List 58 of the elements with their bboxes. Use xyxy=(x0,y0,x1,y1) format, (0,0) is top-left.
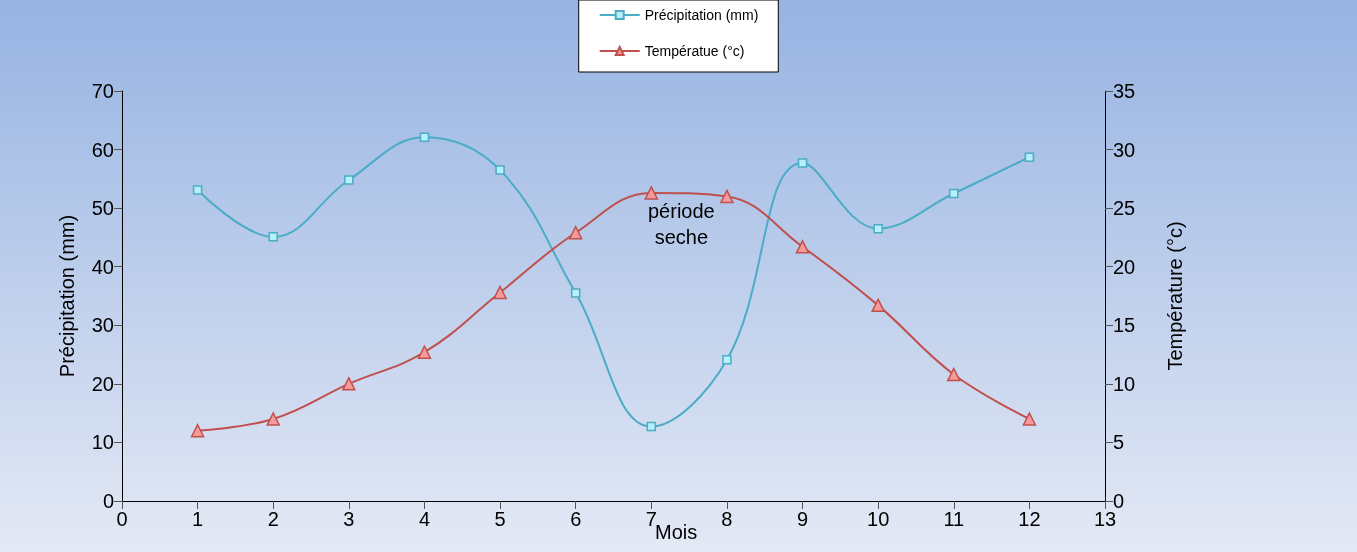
point xyxy=(644,186,659,200)
point xyxy=(1022,412,1037,426)
point xyxy=(344,175,354,185)
point xyxy=(947,367,961,382)
x-tick-label: 6 xyxy=(570,508,582,530)
point xyxy=(570,288,581,298)
point xyxy=(190,423,205,438)
x-tick-label: 3 xyxy=(343,508,355,530)
point xyxy=(268,232,278,242)
y2-axis-title: Température (°c) xyxy=(1164,221,1186,371)
y2-tick-label: 10 xyxy=(1113,372,1136,395)
point xyxy=(795,240,810,254)
y-tick-label: 40 xyxy=(91,255,114,278)
y-tick-label: 60 xyxy=(91,138,114,161)
point xyxy=(417,345,432,359)
point xyxy=(568,225,583,240)
y2-tick-label: 25 xyxy=(1113,197,1136,220)
legend-label: Précipitation (mm) xyxy=(644,7,759,23)
y2-tick-label: 30 xyxy=(1113,138,1136,161)
point xyxy=(949,188,959,199)
legend-label: Températue (°c) xyxy=(644,43,745,59)
x-tick-label: 7 xyxy=(645,508,657,530)
point xyxy=(797,158,808,168)
point xyxy=(192,185,203,195)
x-tick-label: 2 xyxy=(267,508,279,530)
x-tick-label: 10 xyxy=(867,508,890,530)
point xyxy=(646,421,657,432)
x-tick-label: 9 xyxy=(796,508,809,530)
y2-tick-label: 15 xyxy=(1113,314,1136,337)
y2-tick-label: 5 xyxy=(1113,431,1125,454)
y-tick-label: 70 xyxy=(91,80,114,102)
point xyxy=(419,132,430,143)
point xyxy=(873,223,883,234)
point xyxy=(342,377,356,391)
x-tick-label: 5 xyxy=(494,508,506,530)
point xyxy=(720,189,734,204)
y2-tick-label: 35 xyxy=(1113,80,1136,102)
x-tick-label: 0 xyxy=(116,508,128,530)
y-tick-label: 0 xyxy=(102,490,114,512)
x-tick-label: 1 xyxy=(192,508,204,530)
y-tick-label: 50 xyxy=(91,197,114,220)
annotation: période seche xyxy=(648,200,715,248)
x-tick-label: 12 xyxy=(1018,508,1041,530)
x-tick-label: 11 xyxy=(943,508,965,530)
point xyxy=(495,165,505,175)
x-tick-label: 8 xyxy=(721,508,733,530)
point xyxy=(1024,152,1035,162)
point xyxy=(266,412,280,426)
point xyxy=(722,355,732,365)
y-tick-label: 30 xyxy=(91,314,114,337)
x-axis-title: Mois xyxy=(655,521,698,543)
y-tick-label: 10 xyxy=(91,431,114,454)
x-tick-label: 4 xyxy=(418,508,431,530)
y2-tick-label: 20 xyxy=(1113,255,1136,278)
point xyxy=(871,298,885,313)
point xyxy=(493,285,507,300)
y-tick-label: 20 xyxy=(91,372,114,395)
y-axis-title: Précipitation (mm) xyxy=(56,214,78,378)
